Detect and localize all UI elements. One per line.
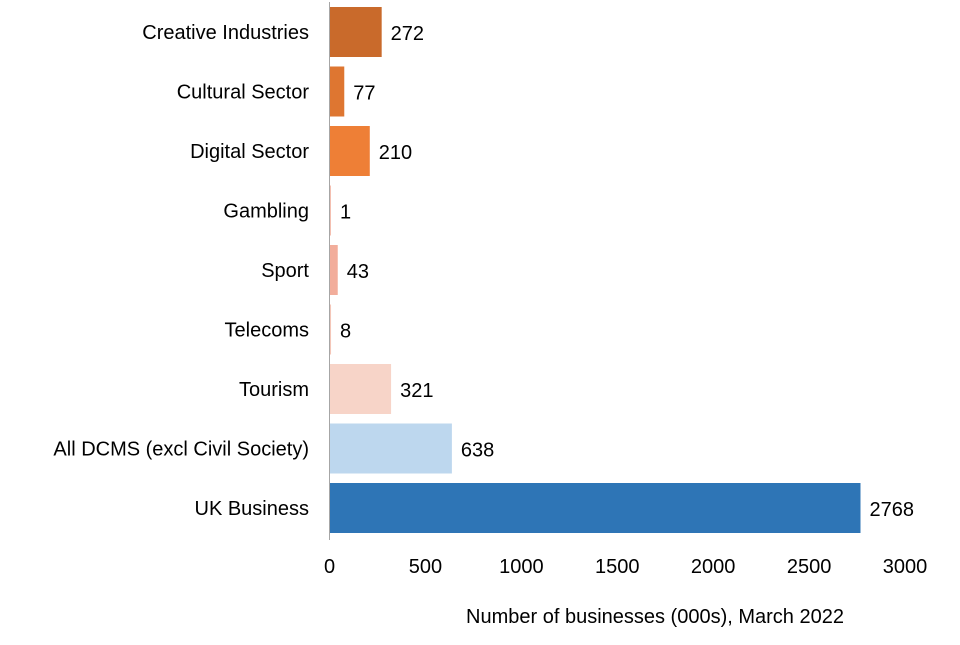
bar (329, 126, 370, 176)
data-label: 8 (340, 321, 351, 343)
x-tick-label: 1000 (499, 556, 544, 578)
data-label: 1 (340, 202, 351, 224)
data-label: 77 (353, 83, 375, 105)
category-label: Gambling (223, 201, 309, 223)
bar (329, 66, 345, 117)
category-label: UK Business (195, 498, 310, 520)
bar (329, 304, 332, 355)
category-label: Tourism (239, 379, 309, 401)
bar (329, 7, 382, 57)
data-label: 272 (391, 23, 424, 45)
x-tick-label: 2500 (787, 556, 832, 578)
data-label: 43 (347, 261, 369, 283)
data-label: 638 (461, 440, 494, 462)
x-tick-label: 2000 (691, 556, 736, 578)
category-label: Telecoms (225, 320, 309, 342)
bar (329, 185, 331, 236)
category-label: Digital Sector (190, 141, 309, 163)
x-tick-label: 0 (324, 556, 335, 578)
bar (329, 245, 338, 295)
category-label: Sport (261, 260, 309, 282)
category-label: All DCMS (excl Civil Society) (53, 439, 309, 461)
bar (329, 423, 452, 474)
bar (329, 364, 392, 414)
x-tick-label: 1500 (595, 556, 640, 578)
data-label: 210 (379, 142, 412, 164)
bar (329, 483, 861, 533)
x-tick-label: 500 (409, 556, 442, 578)
x-tick-label: 3000 (883, 556, 928, 578)
category-label: Cultural Sector (177, 82, 310, 104)
x-axis-title: Number of businesses (000s), March 2022 (466, 606, 844, 628)
data-label: 321 (400, 380, 433, 402)
data-label: 2768 (869, 499, 914, 521)
category-label: Creative Industries (142, 22, 309, 44)
